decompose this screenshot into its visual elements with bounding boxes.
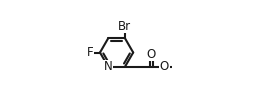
Text: N: N [104,60,113,73]
Text: O: O [147,48,156,61]
Text: O: O [160,60,169,73]
Text: Br: Br [118,20,132,33]
Text: F: F [87,46,93,59]
